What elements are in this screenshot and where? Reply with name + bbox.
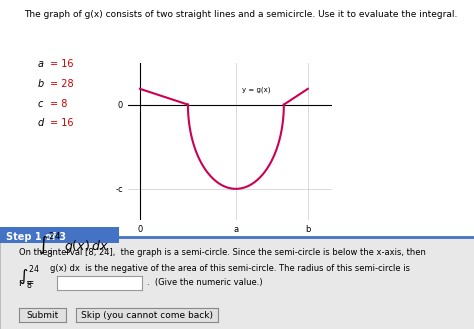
Text: r =: r = <box>19 278 34 288</box>
Text: .  (Give the numeric value.): . (Give the numeric value.) <box>147 278 263 287</box>
Text: = 16: = 16 <box>50 59 73 69</box>
Text: Skip (you cannot come back): Skip (you cannot come back) <box>81 311 213 319</box>
Text: = 8: = 8 <box>50 99 67 109</box>
Text: b: b <box>38 79 44 89</box>
Text: $\int_{8}^{24}$: $\int_{8}^{24}$ <box>19 263 40 291</box>
Text: = 28: = 28 <box>50 79 73 89</box>
Text: y = g(x): y = g(x) <box>242 87 270 93</box>
Text: Submit: Submit <box>27 311 59 319</box>
Text: = 16: = 16 <box>50 118 73 128</box>
Text: a: a <box>38 59 44 69</box>
Text: $\int_{8}^{24}$ $g(x)\,dx$: $\int_{8}^{24}$ $g(x)\,dx$ <box>38 230 109 260</box>
Text: c: c <box>38 99 43 109</box>
Text: g(x) dx  is the negative of the area of this semi-circle. The radius of this sem: g(x) dx is the negative of the area of t… <box>50 264 410 273</box>
Text: The graph of g(x) consists of two straight lines and a semicircle. Use it to eva: The graph of g(x) consists of two straig… <box>24 10 457 19</box>
Text: d: d <box>38 118 44 128</box>
Text: Step 1 of 3: Step 1 of 3 <box>6 232 66 242</box>
Text: On the interval [8, 24],  the graph is a semi-circle. Since the semi-circle is b: On the interval [8, 24], the graph is a … <box>19 248 426 257</box>
